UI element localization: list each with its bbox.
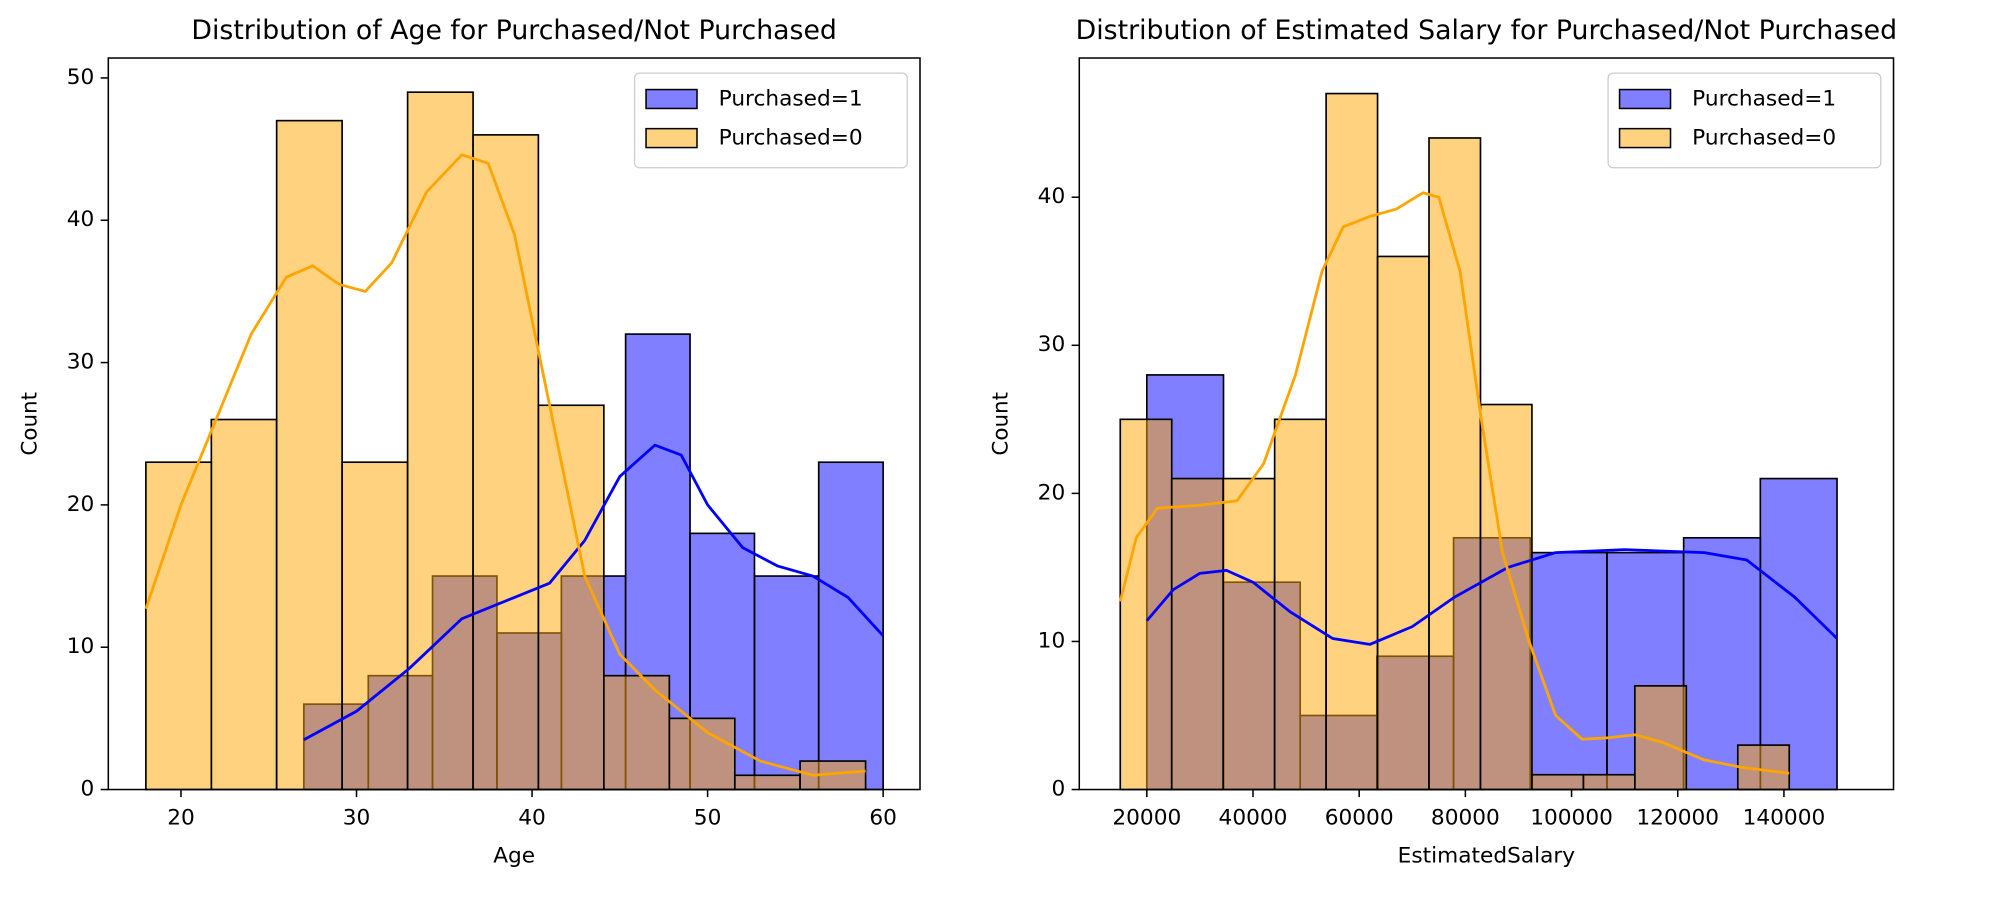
histogram-bar <box>1119 418 1173 791</box>
legend-swatch <box>1618 88 1672 110</box>
histogram-bar <box>1531 773 1585 791</box>
subplot: 20000 40000 60000 80000 100000 120000 140000 0 1… <box>988 15 1897 868</box>
histogram-bar <box>472 134 540 791</box>
y-tick-label: 20 <box>1038 480 1066 505</box>
x-tick-label: 20000 <box>1112 806 1181 831</box>
y-tick-label: 40 <box>1038 184 1066 209</box>
y-tick-label: 50 <box>67 65 95 90</box>
legend-frame <box>633 72 908 169</box>
y-tick-label: 30 <box>1038 332 1066 357</box>
y-axis-label: Count <box>988 392 1013 456</box>
x-tick-label: 100000 <box>1530 806 1613 831</box>
x-axis-label: EstimatedSalary <box>1398 843 1576 868</box>
axes-frame <box>1078 57 1895 791</box>
y-tick-label: 20 <box>67 492 95 517</box>
histogram-bar <box>1222 477 1276 791</box>
legend-label: Purchased=1 <box>1692 87 1836 112</box>
x-tick-label: 140000 <box>1743 806 1826 831</box>
x-axis-label: Age <box>493 843 535 868</box>
x-tick-label: 60000 <box>1325 806 1394 831</box>
histogram-bar <box>603 674 671 791</box>
histogram-bar <box>1376 255 1430 791</box>
histogram-bar <box>341 461 409 791</box>
axes-frame <box>107 57 921 791</box>
y-tick-label: 0 <box>81 777 95 802</box>
histogram-bar <box>1759 477 1838 791</box>
legend-swatch <box>645 88 698 110</box>
x-tick-label: 80000 <box>1431 806 1500 831</box>
histogram-bar <box>145 461 213 791</box>
histogram-bar <box>406 91 474 791</box>
histogram-bar <box>1325 92 1379 791</box>
legend-label: Purchased=0 <box>1692 126 1836 151</box>
histogram-bar <box>275 119 343 791</box>
legend-swatch <box>645 127 698 149</box>
histogram-bar <box>1273 418 1327 791</box>
histogram-bar <box>1428 137 1482 791</box>
chart-title: Distribution of Estimated Salary for Pur… <box>1076 15 1897 46</box>
kde-line <box>1145 548 1839 646</box>
subplot: 20 30 40 50 60 0 10 20 30 40 50 Distribution of Age… <box>18 15 921 868</box>
kde-line <box>144 153 866 777</box>
legend-frame <box>1607 72 1882 169</box>
y-tick-label: 30 <box>67 350 95 375</box>
kde-line <box>303 443 885 741</box>
x-tick-label: 40 <box>518 806 546 831</box>
x-tick-label: 50 <box>694 806 722 831</box>
histogram-bar <box>668 717 736 791</box>
x-tick-label: 20 <box>167 806 195 831</box>
legend-swatch <box>1618 127 1672 149</box>
y-tick-label: 10 <box>67 634 95 659</box>
chart-title: Distribution of Age for Purchased/Not Pu… <box>191 15 837 46</box>
histogram-bar <box>1529 551 1608 791</box>
y-tick-label: 10 <box>1038 629 1066 654</box>
histogram-bar <box>1170 477 1225 791</box>
x-tick-label: 120000 <box>1636 806 1719 831</box>
histogram-bar <box>733 774 801 791</box>
legend: Purchased=1 Purchased=0 <box>1607 72 1882 169</box>
histogram-bar <box>1582 773 1636 791</box>
y-tick-label: 0 <box>1051 777 1065 802</box>
histogram-bar <box>210 418 278 791</box>
legend: Purchased=1 Purchased=0 <box>633 72 908 169</box>
y-tick-label: 40 <box>67 207 95 232</box>
histogram-bar <box>753 575 820 791</box>
x-tick-label: 40000 <box>1219 806 1288 831</box>
legend-label: Purchased=1 <box>719 87 863 112</box>
y-axis-label: Count <box>18 392 43 456</box>
x-tick-label: 30 <box>343 806 371 831</box>
legend-label: Purchased=0 <box>719 126 863 151</box>
x-tick-label: 60 <box>869 806 897 831</box>
kde-line <box>1118 191 1790 775</box>
